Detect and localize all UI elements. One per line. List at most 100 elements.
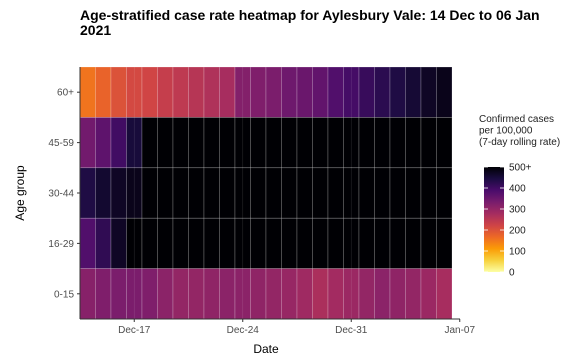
legend-colorbar [484, 167, 504, 272]
heatmap-cell [405, 268, 422, 320]
heatmap-cell [312, 268, 329, 320]
heatmap-cell [296, 66, 313, 118]
heatmap-cells [79, 66, 453, 320]
heatmap-cell [79, 66, 96, 118]
heatmap-cell [296, 117, 313, 169]
heatmap-cell [327, 167, 344, 219]
heatmap-cell [172, 217, 189, 269]
heatmap-cell [219, 117, 236, 169]
heatmap-cell [296, 217, 313, 269]
heatmap-cell [405, 217, 422, 269]
heatmap-cell [374, 66, 391, 118]
heatmap-cell [79, 268, 96, 320]
legend-tick-label: 0 [509, 268, 515, 279]
heatmap-cell [157, 167, 174, 219]
heatmap-cell [250, 217, 267, 269]
y-tick-label: 16-29 [48, 239, 74, 250]
heatmap-cell [250, 117, 267, 169]
heatmap-cell [265, 117, 282, 169]
heatmap-cell [358, 167, 375, 219]
heatmap-cell [312, 217, 329, 269]
heatmap-cell [157, 217, 174, 269]
x-tick-label: Dec-24 [227, 325, 260, 336]
heatmap-cell [312, 167, 329, 219]
heatmap-cell [110, 167, 127, 219]
heatmap-cell [420, 66, 437, 118]
heatmap-cell [389, 217, 406, 269]
heatmap-cell [172, 117, 189, 169]
heatmap-cell [141, 217, 158, 269]
legend-title-line: (7-day rolling rate) [479, 137, 560, 148]
heatmap-cell [141, 66, 158, 118]
heatmap-cell [172, 268, 189, 320]
x-axis: Dec-17 Dec-24 Dec-31 Jan-07 [80, 318, 475, 336]
legend-tick-label: 200 [509, 226, 526, 237]
heatmap-cell [281, 268, 298, 320]
y-tick-label: 0-15 [54, 289, 74, 300]
heatmap-cell [157, 268, 174, 320]
heatmap-cell [296, 167, 313, 219]
heatmap-cell [110, 217, 127, 269]
heatmap-cell [188, 167, 205, 219]
heatmap-cell [358, 268, 375, 320]
x-tick-label: Dec-31 [335, 325, 368, 336]
heatmap-cell [203, 167, 220, 219]
y-tick-label: 45-59 [48, 138, 74, 149]
heatmap-cell [265, 268, 282, 320]
heatmap-cell [95, 66, 112, 118]
heatmap-cell [141, 167, 158, 219]
heatmap-cell [219, 167, 236, 219]
heatmap-cell [420, 217, 437, 269]
heatmap-cell [141, 268, 158, 320]
heatmap-cell [389, 66, 406, 118]
heatmap-cell [203, 66, 220, 118]
heatmap-cell [327, 66, 344, 118]
heatmap-cell [281, 117, 298, 169]
heatmap-cell [203, 217, 220, 269]
heatmap-cell [110, 117, 127, 169]
heatmap-cell [203, 117, 220, 169]
heatmap-cell [436, 66, 453, 118]
heatmap-cell [327, 268, 344, 320]
heatmap-cell [405, 117, 422, 169]
heatmap-cell [250, 167, 267, 219]
heatmap-cell [79, 217, 96, 269]
legend-title-line: per 100,000 [479, 126, 533, 137]
heatmap-cell [219, 268, 236, 320]
heatmap-cell [374, 217, 391, 269]
heatmap-cell [203, 268, 220, 320]
heatmap-cell [110, 66, 127, 118]
heatmap-cell [95, 217, 112, 269]
heatmap-cell [95, 268, 112, 320]
heatmap-cell [420, 268, 437, 320]
heatmap-cell [358, 117, 375, 169]
heatmap-cell [420, 117, 437, 169]
heatmap-cell [265, 167, 282, 219]
heatmap-cell [250, 268, 267, 320]
heatmap-cell [374, 117, 391, 169]
heatmap-cell [188, 117, 205, 169]
heatmap-cell [265, 66, 282, 118]
chart-title: Age-stratified case rate heatmap for Ayl… [80, 7, 540, 38]
heatmap-cell [327, 217, 344, 269]
heatmap-cell [420, 167, 437, 219]
x-tick-label: Dec-17 [118, 325, 151, 336]
heatmap-cell [188, 217, 205, 269]
heatmap-cell [141, 117, 158, 169]
heatmap-cell [157, 66, 174, 118]
heatmap-cell [358, 66, 375, 118]
legend-ticks: 0 100 200 300 400 500+ [484, 163, 532, 279]
heatmap-cell [110, 268, 127, 320]
heatmap-cell [281, 167, 298, 219]
heatmap-cell [219, 66, 236, 118]
heatmap-cell [327, 117, 344, 169]
heatmap-cell [312, 117, 329, 169]
heatmap-cell [219, 217, 236, 269]
heatmap-cell [281, 66, 298, 118]
legend-tick-label: 400 [509, 184, 526, 195]
heatmap-cell [172, 66, 189, 118]
heatmap-cell [188, 268, 205, 320]
heatmap-cell [389, 117, 406, 169]
